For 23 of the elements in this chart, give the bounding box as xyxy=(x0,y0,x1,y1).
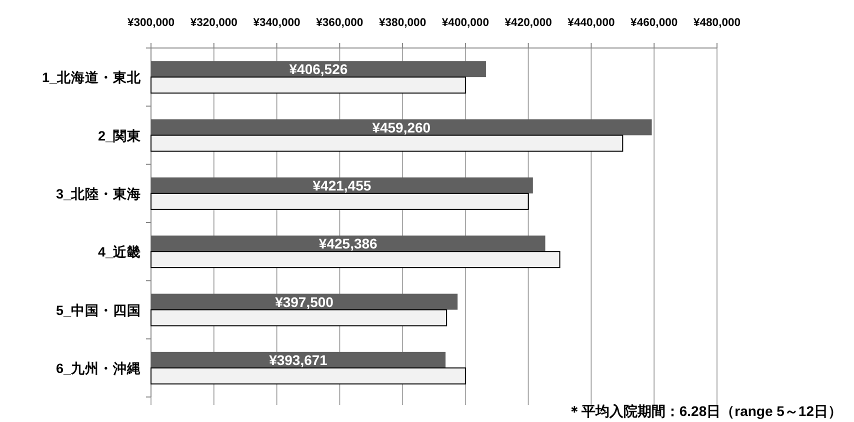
annotation: ＊平均入院期間：6.28日（range 5～12日） xyxy=(567,403,842,419)
x-tick-label: ¥460,000 xyxy=(630,17,678,29)
x-tick-label: ¥400,000 xyxy=(442,17,490,29)
data-label: ¥406,526 xyxy=(289,61,348,78)
x-tick-label: ¥340,000 xyxy=(253,17,300,29)
data-label: ¥393,671 xyxy=(269,352,328,368)
data-label: ¥397,500 xyxy=(275,294,334,310)
x-tick-label: ¥440,000 xyxy=(568,17,615,29)
y-tick-label: 4_近畿 xyxy=(98,244,141,260)
y-tick-label: 6_九州・沖縄 xyxy=(56,360,141,376)
y-tick-label: 1_北海道・東北 xyxy=(42,70,142,86)
x-tick-label: ¥300,000 xyxy=(127,17,175,29)
y-tick-label: 5_中国・四国 xyxy=(56,302,141,318)
y-tick-label: 3_北陸・東海 xyxy=(56,186,141,202)
x-tick-label: ¥480,000 xyxy=(693,17,741,29)
y-tick-label: 2_関東 xyxy=(98,128,142,144)
data-label: ¥459,260 xyxy=(372,119,431,136)
x-tick-label: ¥360,000 xyxy=(316,17,364,29)
data-label: ¥425,386 xyxy=(318,236,378,252)
data-label: ¥421,455 xyxy=(312,177,372,194)
x-tick-label: ¥420,000 xyxy=(504,17,552,29)
x-tick-label: ¥380,000 xyxy=(378,17,426,29)
x-tick-label: ¥320,000 xyxy=(190,17,238,29)
